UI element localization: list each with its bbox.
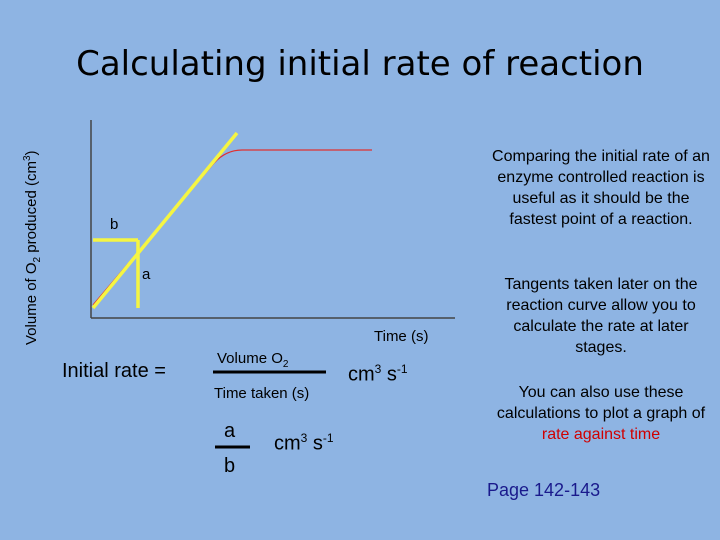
p3-text: You can also use these calculations to p… [496,384,706,422]
unit-2-exp2: -1 [322,431,334,445]
unit-2-exp1: 3 [300,431,308,445]
x-axis-label: Time (s) [374,328,429,345]
paragraph-initial-rate: Comparing the initial rate of an enzyme … [492,148,710,228]
numerator-text: Volume O [217,350,283,367]
numerator-sub: 2 [282,359,289,370]
label-a: a [142,266,151,283]
fraction-bottom: b [224,455,236,477]
unit-1-mid: s [381,363,397,386]
paragraph-tangents: Tangents taken later on the reaction cur… [504,276,698,356]
denominator: Time taken (s) [214,385,310,402]
tangent-line [91,131,239,310]
unit-2: cm3 s-1 [274,431,334,456]
unit-2-mid: s [307,432,323,455]
paragraph-plot-graph: You can also use these calculations to p… [490,382,712,445]
reaction-curve [92,149,372,306]
unit-2-base: cm [274,432,301,455]
slide-title: Calculating initial rate of reaction [76,44,644,84]
p3-highlight: rate against time [541,426,661,443]
unit-1-exp2: -1 [396,362,408,376]
label-b: b [110,216,119,233]
fraction-top: a [224,420,236,442]
unit-1-base: cm [348,363,375,386]
unit-1-exp1: 3 [374,362,382,376]
page-reference: Page 142-143 [487,480,601,500]
numerator: Volume O2 [217,350,288,370]
unit-1: cm3 s-1 [348,362,408,387]
initial-rate-label: Initial rate = [62,360,166,382]
